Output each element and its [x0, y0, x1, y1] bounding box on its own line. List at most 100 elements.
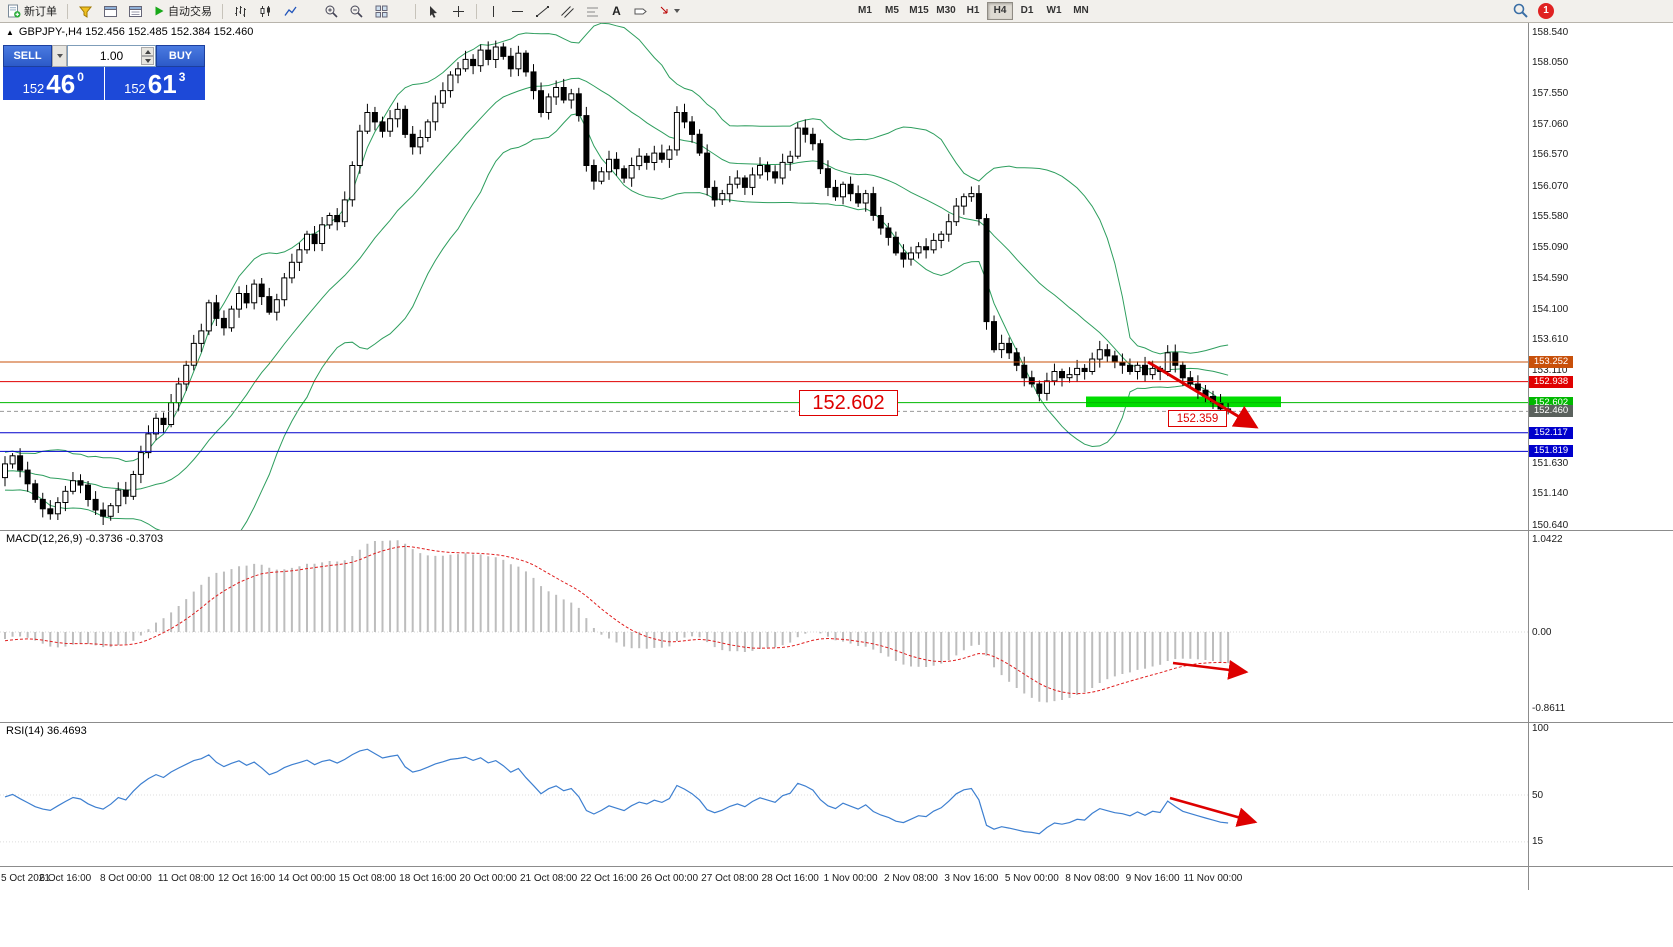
volume-down-button[interactable] [141, 56, 154, 65]
rsi-axis-label: 50 [1532, 789, 1544, 801]
date-axis-label: 1 Nov 00:00 [823, 873, 878, 884]
pane-separator[interactable] [0, 530, 1673, 531]
fibonacci-icon [587, 7, 598, 16]
price-axis-label: 156.570 [1532, 149, 1569, 161]
tile-windows-button[interactable] [370, 2, 393, 21]
macd-label: MACD(12,26,9) -0.3736 -0.3703 [6, 533, 164, 545]
cursor-tool-button[interactable] [422, 2, 445, 21]
sell-price-big: 46 [46, 68, 76, 99]
horizontal-line-tool-button[interactable] [506, 2, 529, 21]
trendline-tool-button[interactable] [531, 2, 554, 21]
fibonacci-tool-button[interactable] [581, 2, 604, 21]
price-axis-label: 155.090 [1532, 241, 1569, 253]
trendline-icon [536, 5, 549, 17]
chevron-down-icon [674, 9, 680, 13]
price-axis-label: 151.140 [1532, 488, 1569, 500]
channel-icon [561, 5, 574, 18]
play-icon [155, 6, 164, 16]
bar-chart-mode-button[interactable] [229, 2, 252, 21]
new-order-label: 新订单 [24, 6, 57, 18]
price-axis-label: 153.610 [1532, 334, 1569, 346]
price-line-tag[interactable]: 151.819 [1529, 445, 1573, 458]
label-icon [634, 8, 647, 14]
chevron-down-icon [56, 54, 63, 58]
bar-chart-icon [235, 5, 246, 17]
price-axis-label: 153.110 [1532, 365, 1568, 377]
pane-separator[interactable] [0, 722, 1673, 723]
candlestick-mode-button[interactable] [254, 2, 277, 21]
date-axis-label: 11 Oct 08:00 [157, 873, 215, 884]
volume-stepper [141, 47, 154, 65]
sell-price-sup: 0 [77, 70, 84, 84]
label-tool-button[interactable] [629, 2, 652, 21]
auto-trading-label: 自动交易 [168, 6, 212, 18]
timeframe-h4[interactable]: H4 [987, 2, 1013, 20]
profiles-button[interactable] [74, 2, 97, 21]
price-line-tag[interactable]: 152.938 [1529, 375, 1573, 388]
macd-indicator-pane[interactable] [0, 530, 1528, 722]
date-axis-label: 2 Nov 08:00 [884, 873, 938, 884]
candlestick-icon [260, 5, 270, 17]
volume-up-button[interactable] [141, 47, 154, 56]
date-axis[interactable]: 5 Oct 2021 6 Oct 16:00 8 Oct 00:00 11 Oct 0… [0, 867, 1528, 889]
candlestick-chart-pane[interactable] [0, 23, 1528, 530]
price-axis-label: 156.070 [1532, 180, 1569, 192]
date-axis-label: 18 Oct 16:00 [399, 873, 457, 884]
sell-button[interactable]: SELL [3, 45, 52, 67]
date-axis-label: 6 Oct 16:00 [39, 873, 92, 884]
price-axis[interactable]: 158.540 158.050 157.550 157.060 156.570 156.0… [1529, 23, 1673, 890]
new-chart-button[interactable] [99, 2, 122, 21]
zoom-out-button[interactable] [345, 2, 368, 21]
zoom-out-icon [350, 5, 363, 18]
shapes-tool-button[interactable] [654, 2, 684, 21]
timeframe-mn[interactable]: MN [1068, 2, 1094, 20]
auto-trading-button[interactable]: 自动交易 [149, 2, 216, 21]
timeframe-m1[interactable]: M1 [852, 2, 878, 20]
support-price-label[interactable]: 152.602 [799, 390, 898, 416]
notification-badge[interactable]: 1 [1538, 2, 1554, 19]
price-line-tag[interactable]: 152.117 [1529, 426, 1573, 439]
pane-separator [0, 866, 1673, 867]
chart-list-button[interactable] [124, 2, 147, 21]
text-tool-label: A [612, 4, 621, 18]
toolbar-separator [415, 3, 416, 19]
search-icon[interactable] [1512, 2, 1529, 19]
crosshair-tool-button[interactable] [447, 2, 470, 21]
timeframe-m30[interactable]: M30 [933, 2, 959, 20]
timeframe-w1[interactable]: W1 [1041, 2, 1067, 20]
toolbar-separator [476, 3, 477, 19]
volume-dropdown-button[interactable] [52, 45, 67, 67]
timeframe-m15[interactable]: M15 [906, 2, 932, 20]
macd-axis-label: 1.0422 [1532, 533, 1563, 545]
horizontal-line-icon [512, 10, 523, 12]
zoom-in-button[interactable] [320, 2, 343, 21]
chart-symbol-line: ▲ GBPJPY-,H4 152.456 152.485 152.384 152… [6, 26, 253, 38]
date-axis-label: 21 Oct 08:00 [519, 873, 578, 884]
one-click-trading-panel: SELL 1.00 BUY 152 46 0 152 61 3 [3, 45, 205, 100]
buy-button[interactable]: BUY [156, 45, 205, 67]
swing-low-price-label[interactable]: 152.359 [1168, 410, 1227, 427]
buy-price-display[interactable]: 152 61 3 [104, 67, 205, 100]
sell-price-display[interactable]: 152 46 0 [3, 67, 104, 100]
line-chart-mode-button[interactable] [279, 2, 302, 21]
volume-input[interactable]: 1.00 [67, 45, 156, 67]
chart-window-icon [104, 5, 117, 17]
timeframe-m5[interactable]: M5 [879, 2, 905, 20]
timeframe-d1[interactable]: D1 [1014, 2, 1040, 20]
timeframe-h1[interactable]: H1 [960, 2, 986, 20]
new-order-button[interactable]: 新订单 [3, 2, 61, 21]
price-axis-label: 150.640 [1532, 519, 1569, 531]
price-line-tag[interactable]: 152.460 [1529, 405, 1573, 418]
timeframe-group: M1 M5 M15 M30 H1 H4 D1 W1 MN [852, 2, 1094, 20]
macd-axis-label: -0.8611 [1532, 703, 1566, 715]
text-tool-button[interactable]: A [606, 2, 627, 21]
channel-tool-button[interactable] [556, 2, 579, 21]
date-axis-label: 11 Nov 00:00 [1183, 873, 1243, 884]
price-axis-label: 155.580 [1532, 211, 1569, 223]
toolbar: 新订单 自动交易 [0, 0, 1673, 23]
rsi-indicator-pane[interactable] [0, 722, 1528, 866]
vertical-line-tool-button[interactable] [483, 2, 504, 21]
price-line-tag[interactable]: 153.252 [1529, 356, 1573, 368]
price-axis-label: 158.050 [1532, 57, 1569, 69]
